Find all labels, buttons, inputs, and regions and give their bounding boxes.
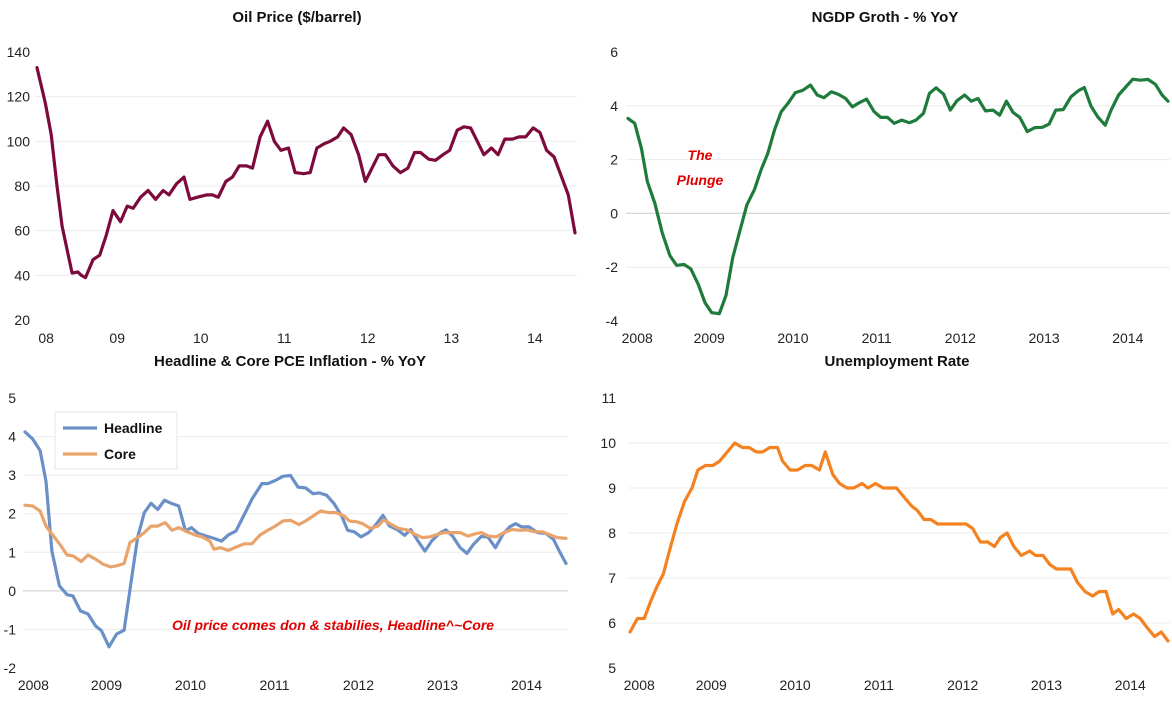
x-tick-label: 2008 [622,330,653,346]
x-tick-label: 10 [193,330,209,346]
y-tick-label: 9 [608,480,616,496]
x-tick-label: 08 [38,330,54,346]
y-tick-label: 2 [610,152,618,168]
oil-price-line [35,66,577,280]
x-tick-label: 2010 [175,677,206,693]
x-tick-label: 2009 [694,330,725,346]
y-tick-label: 10 [600,435,616,451]
unemp-chart: Unemployment Rate 5 6 7 8 9 10 11 2008 2009 2010 20… [600,353,1170,693]
ngdp-growth-line [626,77,1170,316]
x-tick-label: 2011 [862,330,892,346]
y-tick-label: 1 [8,544,16,560]
unemployment-rate-line [628,441,1170,643]
x-tick-label: 12 [360,330,376,346]
y-tick-label: -2 [606,259,619,275]
y-tick-label: 5 [8,390,16,406]
x-tick-label: 14 [527,330,543,346]
legend-box [54,411,178,470]
y-tick-label: 5 [608,660,616,676]
annotation-oil-stabilizes: Oil price comes don & stabilies, Headlin… [172,617,494,633]
legend-label-core: Core [104,446,136,462]
y-tick-label: 20 [14,312,30,328]
pce-chart: Headline & Core PCE Inflation - % YoY -2 -… [4,353,568,693]
y-tick-label: 2 [8,506,16,522]
chart-title: Unemployment Rate [824,353,969,370]
y-tick-label: -2 [4,660,17,676]
legend: Headline Core [54,411,178,470]
y-tick-label: 140 [7,44,31,60]
y-tick-label: 40 [14,267,30,283]
x-tick-label: 13 [444,330,460,346]
y-tick-label: 60 [14,223,30,239]
x-tick-label: 11 [277,330,292,346]
y-tick-label: 4 [610,98,618,114]
annotation-plunge: Plunge [677,172,724,188]
headline-line [23,430,568,649]
x-tick-label: 2013 [427,677,458,693]
ngdp-chart: NGDP Groth - % YoY -4 -2 0 2 4 6 2008 2009 2010 20… [606,9,1170,346]
y-tick-label: 100 [7,133,31,149]
x-tick-label: 2008 [18,677,49,693]
x-tick-label: 2008 [624,677,655,693]
y-tick-label: 80 [14,178,30,194]
y-tick-label: 7 [608,570,616,586]
x-tick-label: 2009 [696,677,727,693]
x-tick-label: 09 [109,330,125,346]
x-tick-label: 2013 [1031,677,1062,693]
y-tick-label: 3 [8,467,16,483]
chart-title: Headline & Core PCE Inflation - % YoY [154,353,426,370]
y-tick-label: 0 [8,583,16,599]
y-tick-label: 0 [610,205,618,221]
x-tick-label: 2009 [91,677,122,693]
y-tick-label: 120 [7,89,31,105]
x-tick-label: 2014 [1115,677,1146,693]
x-tick-label: 2012 [947,677,978,693]
y-tick-label: 6 [608,615,616,631]
annotation-the: The [688,147,713,163]
legend-label-headline: Headline [104,420,163,436]
x-tick-label: 2014 [511,677,542,693]
x-tick-label: 2014 [1112,330,1143,346]
x-tick-label: 2011 [259,677,289,693]
y-tick-label: 6 [610,44,618,60]
oil-chart: Oil Price ($/barrel) 20 40 60 80 100 120 140 08 0… [7,9,577,346]
x-tick-label: 2013 [1029,330,1060,346]
x-tick-label: 2012 [945,330,976,346]
core-line [23,503,568,569]
chart-title: NGDP Groth - % YoY [812,9,959,26]
chart-title: Oil Price ($/barrel) [232,9,361,26]
y-tick-label: 8 [608,525,616,541]
y-tick-label: 11 [601,390,616,406]
y-tick-label: 4 [8,429,16,445]
x-tick-label: 2010 [777,330,808,346]
x-tick-label: 2010 [780,677,811,693]
x-tick-label: 2011 [864,677,894,693]
y-tick-label: -4 [606,313,619,329]
x-tick-label: 2012 [343,677,374,693]
y-tick-label: -1 [4,621,17,637]
